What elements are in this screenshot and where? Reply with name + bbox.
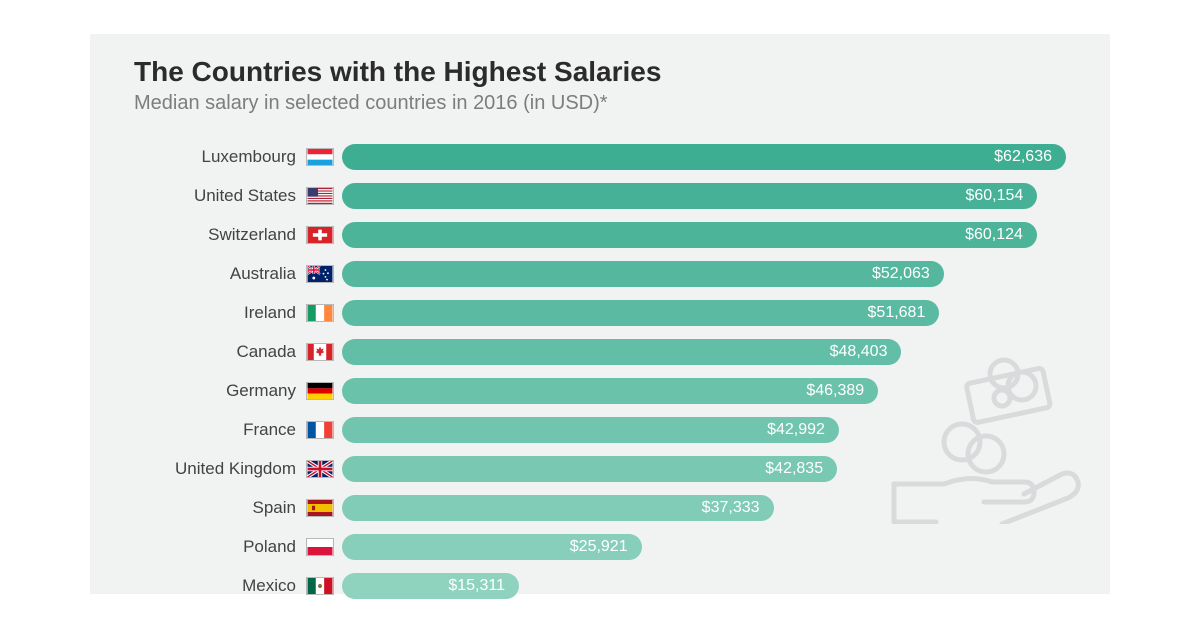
usa-flag-icon <box>306 187 334 205</box>
bar-track: $15,311 <box>342 573 1066 599</box>
country-label: United States <box>134 186 306 206</box>
bar: $62,636 <box>342 144 1066 170</box>
bar-value-label: $37,333 <box>702 499 760 517</box>
bar-track: $51,681 <box>342 300 1066 326</box>
bar-value-label: $42,992 <box>767 421 825 439</box>
mexico-flag-icon <box>306 577 334 595</box>
france-flag-icon <box>306 421 334 439</box>
country-label: Canada <box>134 342 306 362</box>
bar-row: Luxembourg $62,636 <box>134 139 1066 174</box>
bar: $51,681 <box>342 300 939 326</box>
bar-track: $60,154 <box>342 183 1066 209</box>
spain-flag-icon <box>306 499 334 517</box>
country-label: Luxembourg <box>134 147 306 167</box>
bar-track: $25,921 <box>342 534 1066 560</box>
country-label: Poland <box>134 537 306 557</box>
bar: $60,154 <box>342 183 1037 209</box>
bar-value-label: $46,389 <box>806 382 864 400</box>
bar: $37,333 <box>342 495 774 521</box>
switzerland-flag-icon <box>306 226 334 244</box>
bar: $46,389 <box>342 378 878 404</box>
bar: $42,992 <box>342 417 839 443</box>
country-label: Ireland <box>134 303 306 323</box>
uk-flag-icon <box>306 460 334 478</box>
bar: $25,921 <box>342 534 642 560</box>
country-label: Mexico <box>134 576 306 596</box>
bar-value-label: $52,063 <box>872 265 930 283</box>
bar-row: Australia $52,063 <box>134 256 1066 291</box>
bar-row: Switzerland $60,124 <box>134 217 1066 252</box>
germany-flag-icon <box>306 382 334 400</box>
bar-row: United States $60,154 <box>134 178 1066 213</box>
poland-flag-icon <box>306 538 334 556</box>
bar: $42,835 <box>342 456 837 482</box>
bar-value-label: $51,681 <box>868 304 926 322</box>
bar-value-label: $62,636 <box>994 148 1052 166</box>
bar-value-label: $15,311 <box>448 577 505 595</box>
bar-row: Ireland $51,681 <box>134 295 1066 330</box>
australia-flag-icon <box>306 265 334 283</box>
bar-value-label: $42,835 <box>765 460 823 478</box>
chart-title: The Countries with the Highest Salaries <box>134 56 1066 88</box>
bar-value-label: $60,124 <box>965 226 1023 244</box>
ireland-flag-icon <box>306 304 334 322</box>
luxembourg-flag-icon <box>306 148 334 166</box>
country-label: Australia <box>134 264 306 284</box>
bar-value-label: $60,154 <box>965 187 1023 205</box>
bar-value-label: $25,921 <box>570 538 628 556</box>
money-hand-icon <box>874 354 1084 524</box>
bar-row: Poland $25,921 <box>134 529 1066 564</box>
bar-track: $52,063 <box>342 261 1066 287</box>
country-label: France <box>134 420 306 440</box>
bar: $60,124 <box>342 222 1037 248</box>
bar: $52,063 <box>342 261 944 287</box>
bar: $48,403 <box>342 339 901 365</box>
bar-track: $60,124 <box>342 222 1066 248</box>
country-label: Switzerland <box>134 225 306 245</box>
bar-track: $62,636 <box>342 144 1066 170</box>
chart-subtitle: Median salary in selected countries in 2… <box>134 92 1066 115</box>
bar: $15,311 <box>342 573 519 599</box>
country-label: United Kingdom <box>134 459 306 479</box>
country-label: Spain <box>134 498 306 518</box>
chart-card: The Countries with the Highest Salaries … <box>90 34 1110 594</box>
canada-flag-icon <box>306 343 334 361</box>
bar-row: Mexico $15,311 <box>134 568 1066 603</box>
country-label: Germany <box>134 381 306 401</box>
